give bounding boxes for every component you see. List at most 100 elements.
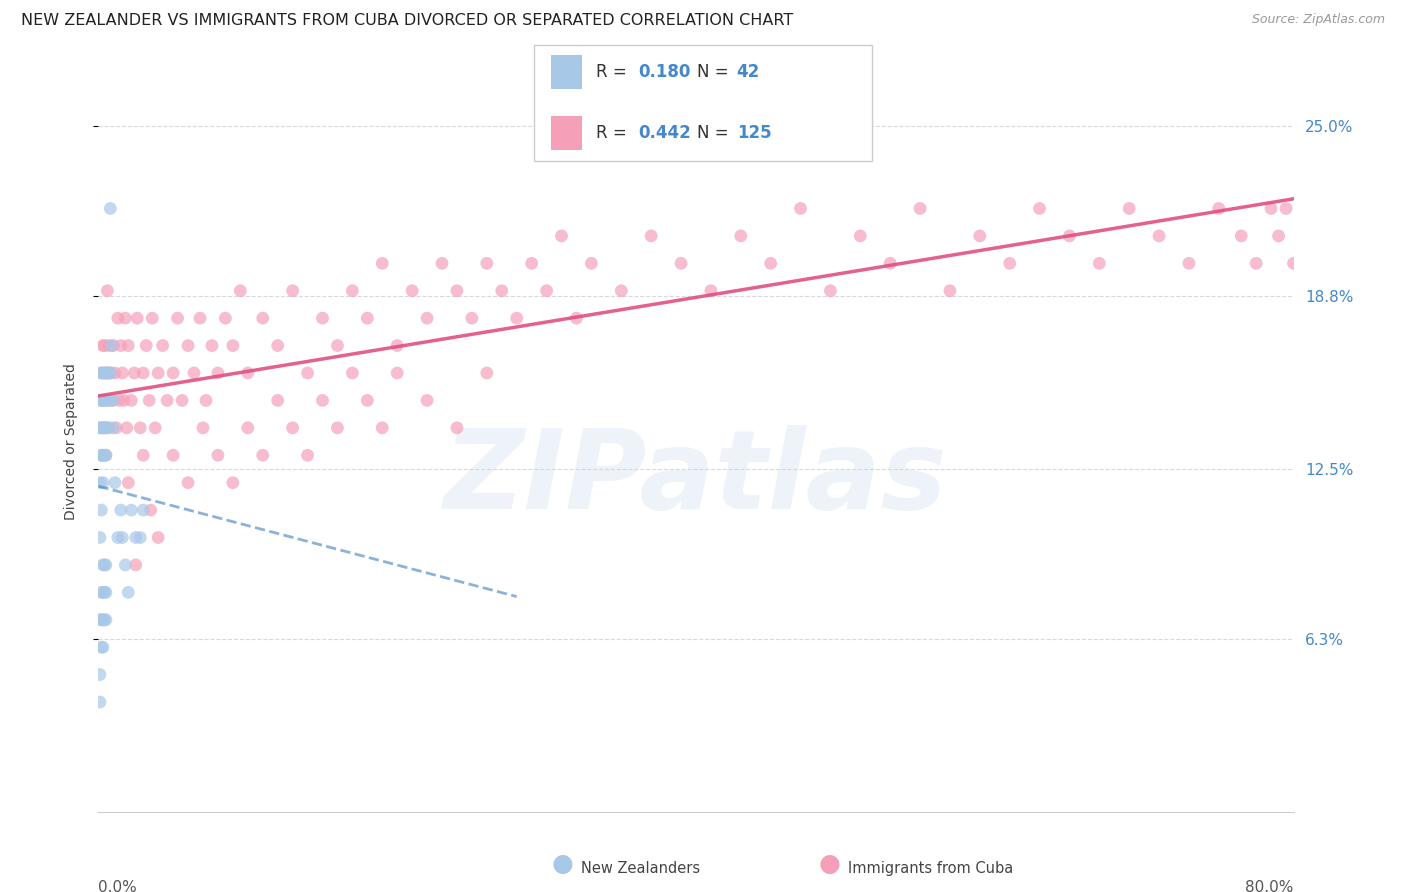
Point (939, 284, 962, 298)
Point (143, 421, 166, 435)
Point (125, 558, 148, 572)
Point (1059, 228, 1081, 243)
Point (475, 366, 498, 380)
Point (252, 311, 274, 326)
Point (281, 284, 304, 298)
Point (103, 338, 125, 352)
Point (94, 448, 117, 462)
Point (177, 475, 200, 490)
Point (222, 475, 245, 490)
Text: Immigrants from Cuba: Immigrants from Cuba (848, 861, 1014, 876)
Point (565, 311, 588, 326)
Point (103, 421, 125, 435)
Point (90, 448, 112, 462)
Point (371, 256, 394, 270)
Point (177, 338, 200, 352)
Point (97, 338, 120, 352)
Point (89, 613, 111, 627)
Point (129, 421, 152, 435)
Point (89, 421, 111, 435)
Point (172, 393, 194, 408)
Point (101, 338, 124, 352)
Point (1088, 256, 1111, 270)
Point (90, 366, 112, 380)
Point (89, 667, 111, 681)
Point (104, 475, 127, 490)
Text: 0.180: 0.180 (638, 63, 690, 81)
Point (1267, 228, 1289, 243)
Point (342, 366, 364, 380)
Text: Source: ZipAtlas.com: Source: ZipAtlas.com (1251, 13, 1385, 27)
Point (416, 393, 439, 408)
Point (236, 421, 259, 435)
Point (506, 311, 529, 326)
Point (114, 558, 136, 572)
Point (93, 613, 115, 627)
Point (820, 284, 842, 298)
Point (90, 613, 112, 627)
Point (849, 228, 872, 243)
Point (356, 311, 378, 326)
Point (1028, 202, 1050, 216)
Point (385, 338, 409, 352)
Point (430, 256, 453, 270)
Text: 80.0%: 80.0% (1246, 880, 1294, 892)
Point (267, 338, 290, 352)
Point (91, 448, 114, 462)
Point (107, 531, 129, 545)
Point (229, 284, 252, 298)
Point (132, 503, 155, 517)
Point (112, 393, 135, 408)
Point (326, 338, 349, 352)
Point (371, 421, 394, 435)
Point (520, 256, 543, 270)
Point (111, 531, 134, 545)
Point (115, 421, 138, 435)
Point (114, 311, 136, 326)
Point (94, 585, 117, 599)
Text: ZIPatlas: ZIPatlas (444, 425, 948, 532)
Point (326, 421, 349, 435)
Point (201, 338, 224, 352)
Point (191, 421, 214, 435)
Point (138, 393, 160, 408)
Point (311, 311, 333, 326)
Point (98, 202, 122, 216)
Point (132, 366, 155, 380)
Point (356, 393, 378, 408)
Point (139, 503, 162, 517)
Point (969, 228, 991, 243)
Point (156, 393, 179, 408)
Text: R =: R = (596, 124, 633, 142)
Point (96, 284, 118, 298)
Point (1178, 256, 1201, 270)
Point (188, 311, 211, 326)
Point (759, 256, 782, 270)
Point (222, 338, 245, 352)
Point (89, 531, 111, 545)
Point (91, 421, 114, 435)
Point (1244, 256, 1267, 270)
Point (311, 393, 333, 408)
Point (94, 421, 117, 435)
Point (162, 366, 184, 380)
Point (93, 366, 115, 380)
Point (96, 366, 118, 380)
Text: 42: 42 (737, 63, 761, 81)
Point (90, 585, 112, 599)
Point (93, 421, 115, 435)
Point (1118, 202, 1140, 216)
Point (90, 503, 112, 517)
Point (166, 311, 188, 326)
Point (669, 256, 692, 270)
Point (700, 284, 723, 298)
Point (98, 366, 122, 380)
Point (236, 366, 259, 380)
Point (90, 421, 112, 435)
Point (1147, 228, 1170, 243)
Point (93, 338, 115, 352)
Text: New Zealanders: New Zealanders (581, 861, 700, 876)
Point (108, 393, 131, 408)
Point (94, 558, 117, 572)
Point (446, 421, 468, 435)
